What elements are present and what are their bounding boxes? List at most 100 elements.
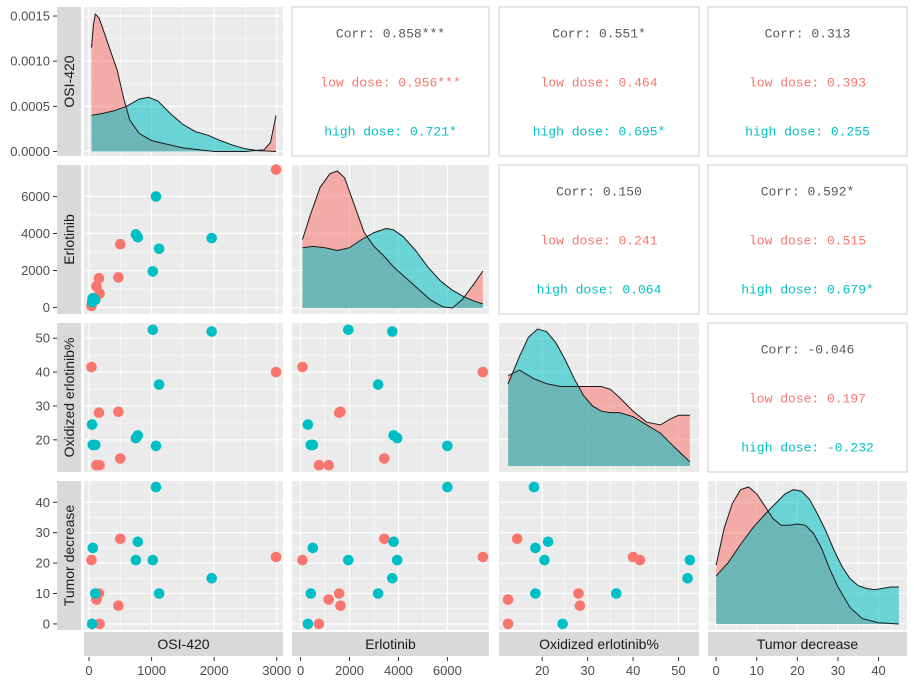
scatter-point: [297, 554, 308, 566]
scatter-point: [115, 238, 126, 250]
scatter-point: [86, 618, 98, 630]
column-strip-label: Tumor decrease: [757, 636, 859, 652]
scatter-point: [372, 588, 384, 599]
scatter-point: [270, 164, 282, 175]
scatter-point: [206, 573, 217, 584]
correlation-label: low dose: 0.393: [749, 76, 866, 91]
y-tick-label: 40: [36, 365, 50, 380]
scatter-panel: [292, 323, 489, 472]
scatter-point: [115, 453, 126, 464]
scatter-point: [94, 618, 105, 630]
y-tick-label: 4000: [21, 226, 50, 241]
y-tick-label: 0: [43, 300, 50, 315]
x-tick-label: 0: [713, 663, 720, 678]
scatter-point: [372, 379, 384, 390]
scatter-point: [323, 459, 335, 471]
scatter-point: [113, 600, 124, 611]
scatter-point: [305, 439, 317, 451]
scatter-point: [313, 618, 325, 630]
scatter-point: [94, 459, 105, 471]
y-tick-label: 40: [36, 495, 50, 510]
scatter-point: [333, 588, 345, 599]
correlation-label: Corr: 0.592*: [761, 184, 855, 199]
scatter-panel: [292, 481, 489, 630]
y-tick-label: 10: [36, 586, 50, 601]
scatter-point: [115, 533, 126, 545]
column-strip-label: Oxidized erlotinib%: [539, 636, 659, 652]
scatter-point: [387, 573, 398, 584]
density-outline: [302, 227, 484, 305]
correlation-label: high dose: 0.255: [745, 125, 870, 140]
row-strip: [57, 7, 81, 156]
column-strip-label: OSI-420: [157, 636, 209, 652]
row-strip: [57, 323, 81, 472]
scatter-point: [530, 542, 541, 554]
scatter-point: [147, 554, 159, 566]
row-strip-label: OSI-420: [61, 55, 77, 107]
scatter-point: [302, 618, 314, 630]
correlation-label: high dose: 0.679*: [741, 283, 874, 298]
correlation-label: Corr: 0.313: [765, 26, 851, 41]
column-strip: [292, 632, 489, 656]
column-strip-label: Erlotinib: [365, 636, 416, 652]
scatter-point: [90, 294, 101, 306]
scatter-point: [113, 272, 124, 283]
x-tick-label: 20: [535, 663, 549, 678]
x-tick-label: 10: [750, 663, 764, 678]
correlation-label: Corr: -0.046: [761, 342, 855, 357]
scatter-point: [343, 554, 354, 566]
correlation-label: Corr: 0.858***: [336, 26, 445, 41]
scatter-point: [297, 361, 308, 373]
scatter-point: [153, 243, 165, 255]
row-strip-label: Erlotinib: [61, 214, 77, 265]
y-tick-label: 0.0015: [10, 9, 50, 24]
scatter-point: [335, 406, 346, 418]
y-tick-label: 6000: [21, 189, 50, 204]
correlation-label: low dose: 0.197: [749, 392, 866, 407]
x-tick-label: 6000: [433, 663, 462, 678]
density-outline: [715, 486, 899, 625]
scatter-point: [335, 600, 346, 611]
scatter-point: [387, 326, 398, 337]
scatter-point: [477, 551, 489, 563]
scatter-point: [86, 554, 97, 566]
row-strip: [57, 165, 81, 314]
scatter-point: [477, 366, 489, 378]
scatter-point: [147, 266, 159, 277]
density-outline: [715, 489, 899, 591]
x-tick-label: 4000: [384, 663, 413, 678]
scatter-point: [442, 440, 453, 452]
y-tick-label: 20: [36, 556, 50, 571]
scatter-point: [302, 419, 314, 430]
scatter-point: [502, 618, 514, 630]
x-tick-label: 2000: [335, 663, 364, 678]
scatter-point: [682, 573, 693, 584]
scatter-point: [153, 588, 165, 599]
scatter-point: [206, 232, 217, 244]
correlation-label: high dose: 0.695*: [533, 125, 666, 140]
scatter-point: [343, 324, 354, 336]
scatter-point: [530, 588, 541, 599]
density-high: [91, 97, 277, 152]
correlation-panel: [707, 6, 908, 157]
correlation-panel: [707, 164, 908, 315]
scatter-point: [270, 366, 282, 378]
scatter-point: [557, 618, 568, 630]
scatter-point: [150, 481, 162, 493]
scatter-point: [684, 554, 696, 566]
scatter-point: [442, 481, 453, 493]
scatter-point: [502, 594, 514, 605]
scatter-point: [313, 459, 325, 471]
x-tick-label: 30: [580, 663, 594, 678]
scatter-panel: [84, 165, 283, 314]
scatter-point: [323, 594, 335, 605]
scatter-point: [528, 481, 540, 493]
x-tick-label: 1000: [137, 663, 166, 678]
scatter-point: [130, 554, 142, 566]
y-tick-label: 20: [36, 432, 50, 447]
scatter-point: [90, 588, 101, 599]
scatter-point: [87, 542, 99, 554]
scatter-point: [379, 453, 390, 464]
scatter-point: [270, 551, 282, 563]
